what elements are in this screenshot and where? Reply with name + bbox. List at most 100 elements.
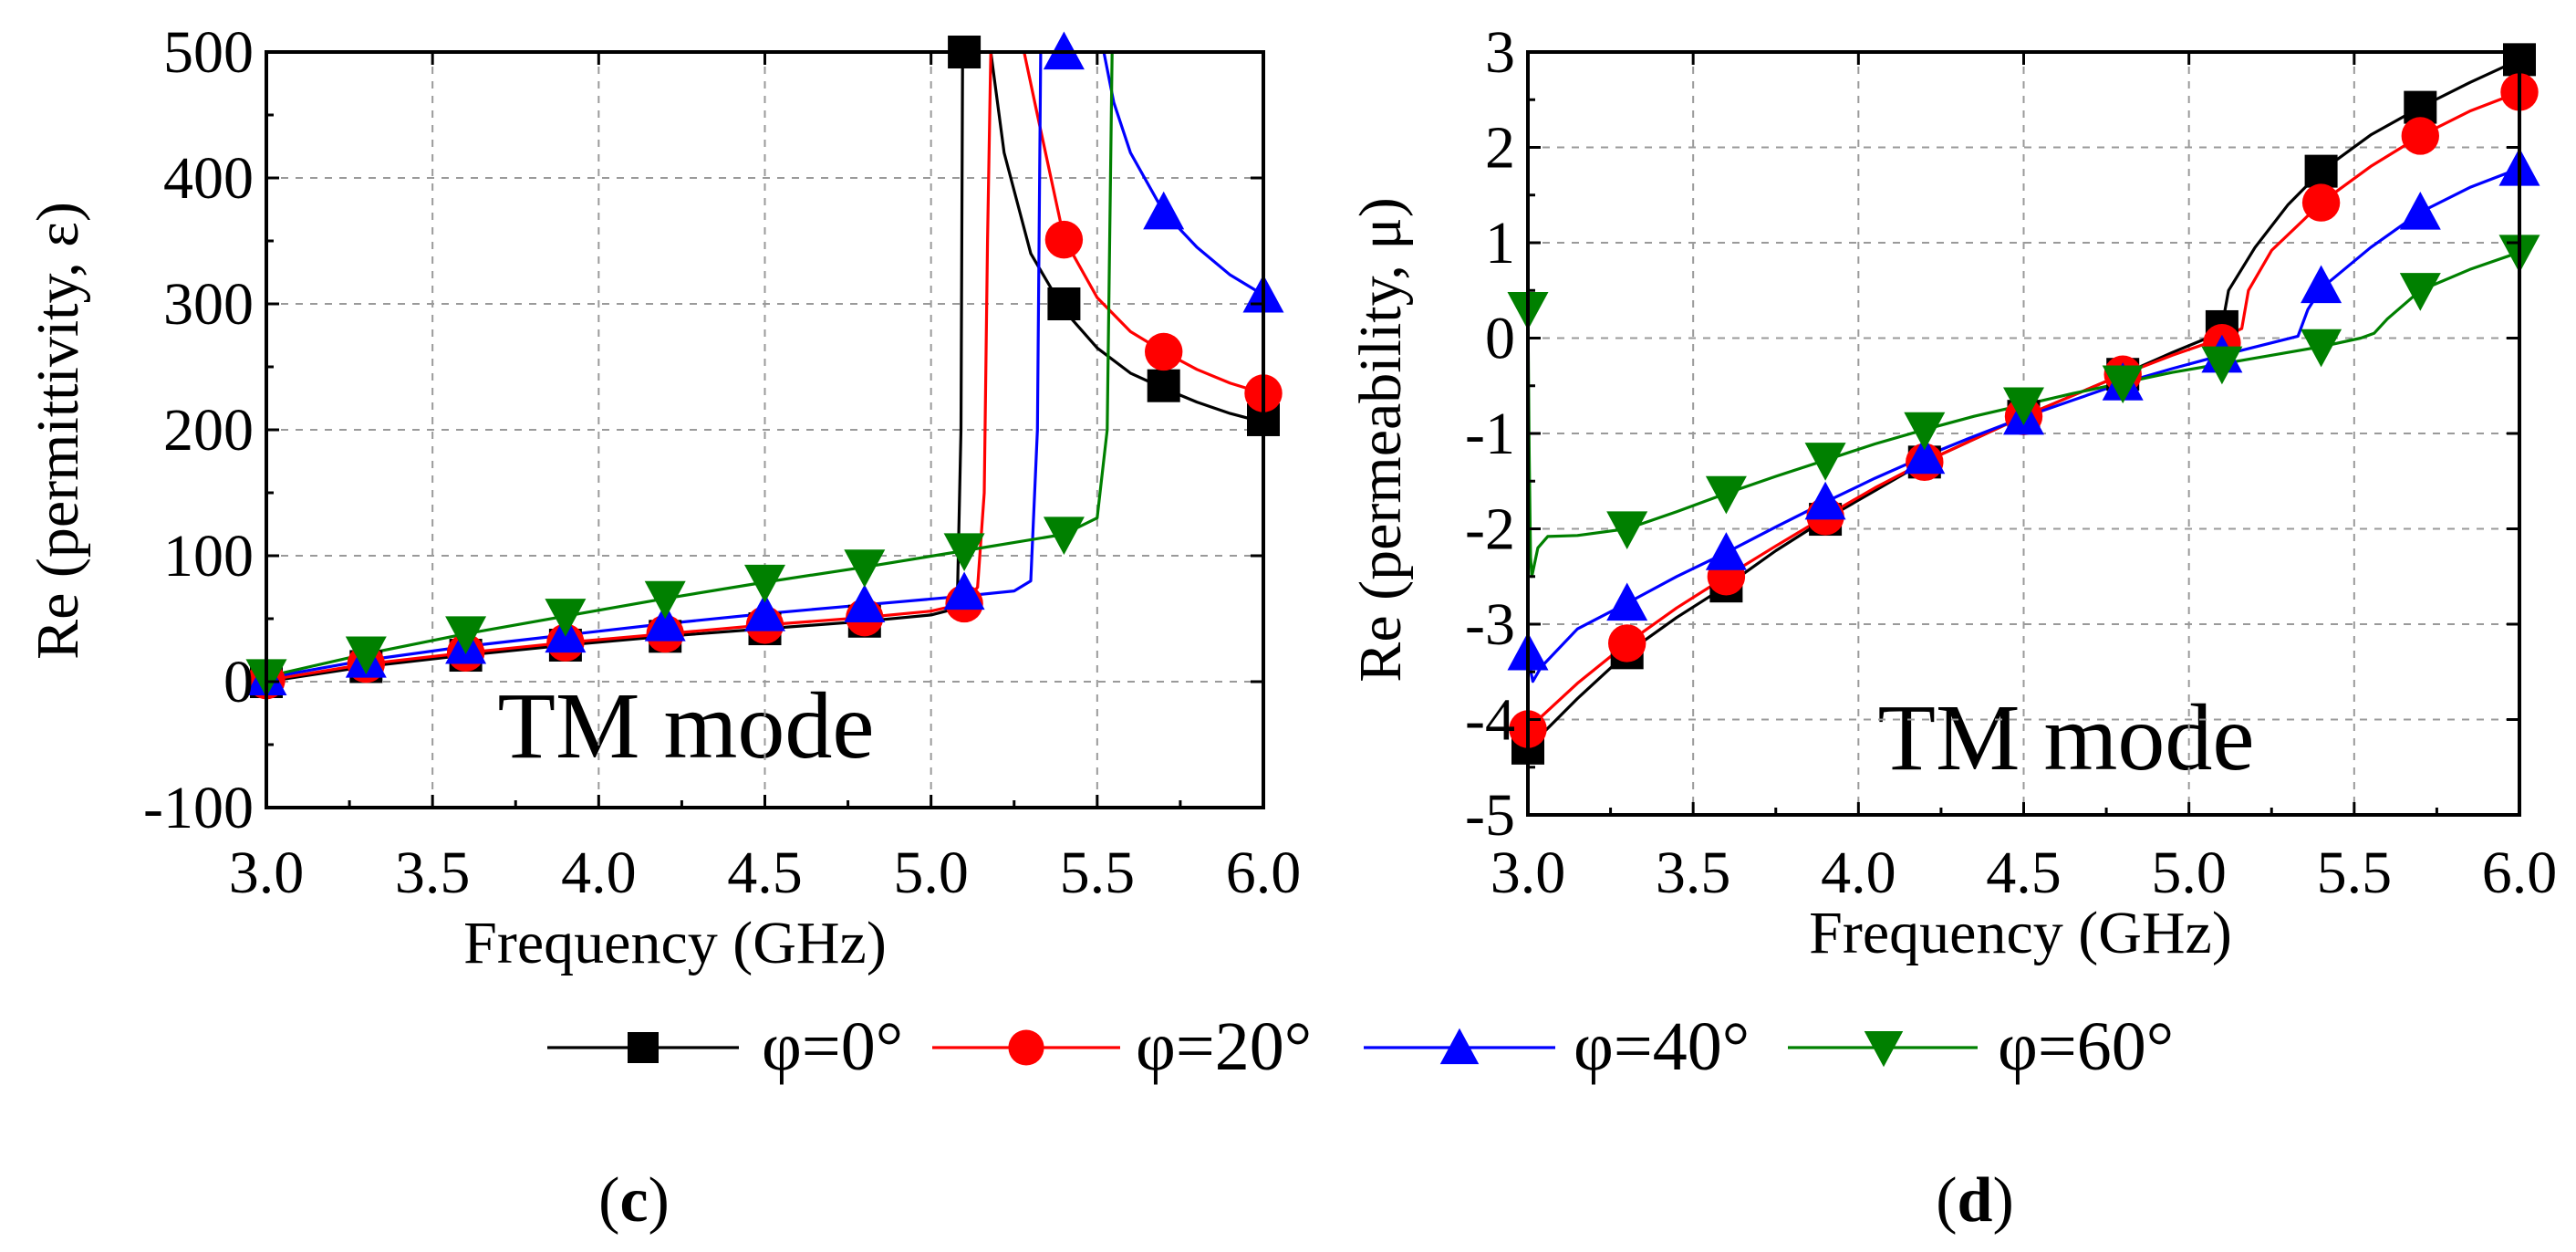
y-tick-label: -2 (1465, 496, 1515, 563)
y-tick-label: -100 (143, 775, 254, 841)
x-tick-label: 4.5 (1986, 840, 2062, 906)
data-point-d-3 (1705, 475, 1747, 515)
series-line-d-3 (1528, 250, 2519, 579)
x-axis-label-d: Frequency (GHz) (1809, 900, 2232, 966)
x-tick-label: 3.5 (395, 840, 471, 906)
data-point-c-2 (943, 571, 985, 610)
x-axis-label-c: Frequency (GHz) (463, 910, 887, 976)
data-point-c-1 (1044, 220, 1084, 259)
y-tick-label: 2 (1485, 115, 1515, 182)
panel-label-c-close: ) (649, 1165, 670, 1236)
y-tick-label: 0 (1485, 306, 1515, 372)
series-line-c-0 (266, 52, 1263, 683)
data-point-c-3 (943, 533, 985, 571)
data-point-d-1 (2301, 183, 2341, 222)
panel-label-c-open: ( (598, 1165, 619, 1236)
data-point-c-2 (644, 603, 686, 642)
data-point-d-3 (1804, 443, 1846, 481)
markers-c (245, 31, 1284, 700)
y-tick-label: 200 (163, 397, 254, 464)
data-point-d-2 (1804, 481, 1846, 520)
x-tick-label: 5.0 (2151, 840, 2227, 906)
triangle-down-icon (1864, 1030, 1904, 1068)
x-tick-label: 3.5 (1656, 840, 1731, 906)
x-tick-label: 5.5 (2317, 840, 2393, 906)
data-point-d-2 (1606, 582, 1648, 621)
x-tick-label: 5.0 (893, 840, 969, 906)
data-point-d-3 (1606, 511, 1648, 549)
grid-c (266, 52, 1263, 808)
data-point-d-3 (2003, 387, 2044, 426)
legend-label-20: φ=20° (1136, 1008, 1312, 1085)
data-point-c-3 (545, 599, 587, 637)
y-axis-label-c: Re (permittivity, ε) (25, 202, 91, 660)
y-tick-label: -5 (1465, 782, 1515, 849)
data-point-c-3 (345, 636, 387, 675)
data-point-c-1 (1145, 332, 1183, 371)
series-line-c-1 (266, 52, 1263, 683)
x-tick-label: 4.0 (561, 840, 637, 906)
panel-label-c-letter: c (619, 1165, 648, 1236)
x-tick-label: 4.0 (1821, 840, 1896, 906)
data-point-d-3 (2301, 329, 2342, 368)
y-tick-label: -1 (1465, 401, 1515, 467)
data-point-d-1 (1608, 624, 1646, 663)
data-point-d-3 (2102, 365, 2144, 404)
series-line-c-3 (266, 52, 1114, 679)
y-tick-label: -4 (1465, 687, 1515, 754)
legend-label-40: φ=40° (1574, 1008, 1750, 1085)
data-point-d-2 (2301, 265, 2342, 304)
legend-label-60: φ=60° (1998, 1008, 2174, 1085)
data-point-c-2 (844, 584, 886, 622)
panel-label-c: (c) (598, 1165, 670, 1236)
y-tick-label: 3 (1485, 19, 1515, 86)
panel-label-d: (d) (1936, 1165, 2014, 1236)
x-tick-label: 6.0 (1226, 840, 1302, 906)
y-tick-label: 400 (163, 145, 254, 212)
data-point-c-2 (744, 592, 785, 631)
data-point-c-0 (1047, 287, 1081, 320)
data-point-c-3 (644, 580, 686, 620)
data-point-c-2 (1143, 191, 1185, 230)
data-point-c-3 (1043, 516, 1085, 556)
circle-icon (1008, 1029, 1044, 1066)
square-icon (628, 1032, 659, 1063)
data-point-d-2 (1904, 435, 1946, 475)
x-tick-label: 5.5 (1060, 840, 1136, 906)
axes-c: 3.0 3.5 4.0 4.5 5.0 5.5 6.0 -100 0 100 200 300 400 50… (143, 19, 1301, 906)
data-point-c-3 (445, 616, 487, 655)
data-point-d-2 (2399, 192, 2441, 230)
y-axis-label-d: Re (permeability, μ) (1347, 197, 1414, 682)
legend: φ=0° φ=20° φ=40° φ=60° (547, 1008, 2174, 1085)
data-point-d-3 (2201, 346, 2243, 385)
y-tick-label: -3 (1465, 591, 1515, 658)
data-point-d-0 (2304, 154, 2338, 188)
y-tick-label: 1 (1485, 210, 1515, 276)
y-tick-label: 500 (163, 19, 254, 86)
axes-d: 3.0 3.5 4.0 4.5 5.0 5.5 6.0 -5 -4 -3 -2 -1 0 1 2 3 (1465, 19, 2557, 906)
y-tick-label: 0 (223, 649, 254, 715)
legend-label-0: φ=0° (762, 1008, 903, 1085)
data-point-d-2 (1705, 532, 1747, 570)
annotation-tm-mode-d: TM mode (1877, 685, 2254, 790)
data-point-d-3 (2399, 273, 2441, 311)
x-tick-label: 3.0 (229, 840, 305, 906)
panel-label-d-close: ) (1992, 1165, 2013, 1236)
permittivity-chart: TM mode Frequency (GHz) Re (permittivity… (25, 19, 1301, 1236)
data-point-d-1 (2401, 117, 2439, 155)
annotation-tm-mode-c: TM mode (497, 673, 874, 778)
x-tick-label: 4.5 (727, 840, 803, 906)
y-tick-label: 100 (163, 523, 254, 589)
panel-label-d-letter: d (1958, 1165, 1993, 1236)
panel-label-d-open: ( (1936, 1165, 1957, 1236)
x-tick-label: 6.0 (2482, 840, 2558, 906)
data-point-c-0 (1147, 369, 1180, 402)
y-tick-label: 300 (163, 271, 254, 338)
permeability-chart: TM mode Frequency (GHz) Re (permeability… (1347, 19, 2557, 1236)
x-tick-label: 3.0 (1491, 840, 1566, 906)
triangle-up-icon (1439, 1028, 1480, 1065)
data-point-d-3 (1904, 412, 1946, 451)
data-point-c-3 (844, 549, 886, 588)
